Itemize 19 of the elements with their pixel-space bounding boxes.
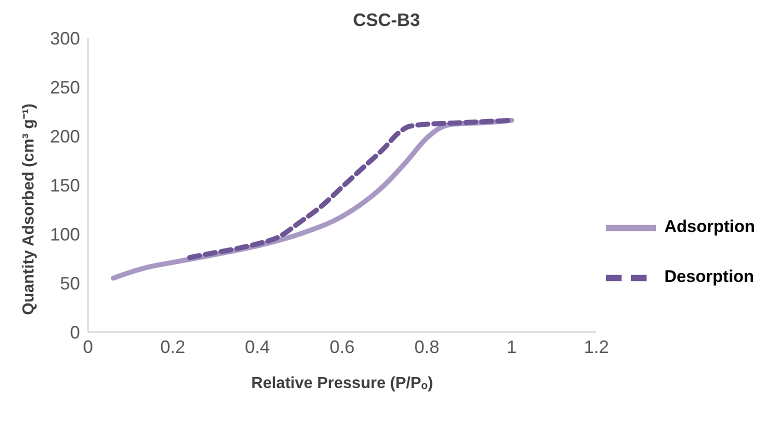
x-tick-label: 0.4 xyxy=(244,336,270,357)
legend-label: Adsorption xyxy=(664,217,755,236)
x-tick-label: 0.8 xyxy=(414,336,440,357)
y-tick-label: 250 xyxy=(50,77,80,98)
y-tick-label: 100 xyxy=(50,224,80,244)
y-tick-label: 50 xyxy=(60,273,80,294)
legend-label: Desorption xyxy=(664,267,754,286)
x-tick-label: 0 xyxy=(82,336,94,357)
x-tick-label: 0.2 xyxy=(160,336,186,357)
x-tick-label: 0.6 xyxy=(330,336,355,357)
y-tick-label: 200 xyxy=(50,126,80,146)
x-tick-label: 1.2 xyxy=(584,336,609,357)
y-tick-label: 150 xyxy=(50,175,80,196)
x-tick-label: 1 xyxy=(506,336,517,357)
y-axis-title: Quantity Adsorbed (cm³ g⁻¹) xyxy=(20,103,38,315)
y-tick-label: 300 xyxy=(50,28,80,48)
chart-title: CSC-B3 xyxy=(352,10,420,30)
y-tick-label: 0 xyxy=(70,322,80,342)
x-axis-title: Relative Pressure (P/Pₒ) xyxy=(251,375,434,392)
